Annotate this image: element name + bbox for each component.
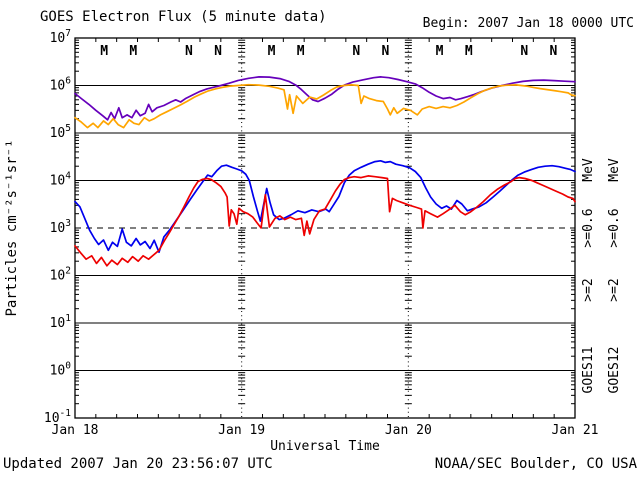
local-midnight-marker: M	[436, 44, 444, 59]
legend-unit-label: MeV	[581, 158, 596, 182]
local-midnight-marker: M	[129, 44, 137, 59]
local-noon-marker: N	[352, 44, 360, 59]
local-midnight-marker: M	[297, 44, 305, 59]
series-line-goes11-0-6-mev	[74, 76, 576, 121]
x-axis-title: Universal Time	[270, 439, 380, 454]
y-tick-label: 101	[50, 313, 72, 331]
chart-title: GOES Electron Flux (5 minute data)	[40, 9, 327, 25]
y-tick-label: 104	[50, 171, 72, 189]
y-tick-label: 107	[50, 28, 71, 46]
legend-unit-label: MeV	[607, 158, 622, 182]
x-tick-label: Jan 18	[52, 423, 99, 438]
x-tick-label: Jan 19	[218, 423, 265, 438]
begin-label: Begin: 2007 Jan 18 0000 UTC	[423, 16, 634, 31]
x-tick-label: Jan 21	[552, 423, 599, 438]
updated-label: Updated 2007 Jan 20 23:56:07 UTC	[3, 456, 273, 472]
local-noon-marker: N	[550, 44, 558, 59]
source-label: NOAA/SEC Boulder, CO USA	[435, 456, 638, 472]
local-noon-marker: N	[214, 44, 222, 59]
x-tick-label: Jan 20	[385, 423, 432, 438]
y-tick-label: 106	[50, 76, 72, 94]
local-noon-marker: N	[382, 44, 390, 59]
plot-frame	[74, 37, 576, 419]
y-tick-label: 103	[50, 218, 71, 236]
local-midnight-marker: M	[465, 44, 473, 59]
legend-ge2mev-label: >=2	[607, 278, 622, 301]
y-tick-label: 105	[50, 123, 71, 141]
legend-satellite-label: GOES12	[607, 347, 622, 394]
legend-ge06mev-label: >=0.6	[581, 208, 596, 247]
series-line-goes12-0-6-mev	[74, 83, 576, 129]
local-midnight-marker: M	[268, 44, 276, 59]
legend-satellite-label: GOES11	[581, 347, 596, 394]
plot-area: M M N N M M N N M M N N10710610510410310210110010-1…	[44, 28, 622, 438]
y-axis-title: Particles cm⁻²s⁻¹sr⁻¹	[4, 139, 20, 316]
local-midnight-marker: M	[100, 44, 108, 59]
y-tick-label: 100	[50, 361, 72, 379]
local-noon-marker: N	[520, 44, 528, 59]
legend-ge06mev-label: >=0.6	[607, 208, 622, 247]
local-noon-marker: N	[185, 44, 193, 59]
legend-ge2mev-label: >=2	[581, 278, 596, 301]
series-line-goes12-2-mev	[74, 175, 576, 267]
y-tick-label: 102	[50, 266, 71, 284]
